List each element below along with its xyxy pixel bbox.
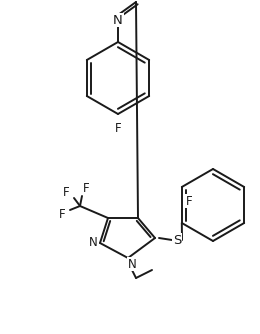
Text: F: F: [115, 122, 121, 135]
Text: S: S: [173, 233, 181, 246]
Text: F: F: [83, 181, 89, 194]
Text: F: F: [59, 207, 65, 220]
Text: N: N: [128, 258, 136, 271]
Text: N: N: [89, 236, 98, 249]
Text: N: N: [113, 13, 123, 26]
Text: F: F: [186, 194, 192, 207]
Text: F: F: [63, 185, 69, 198]
